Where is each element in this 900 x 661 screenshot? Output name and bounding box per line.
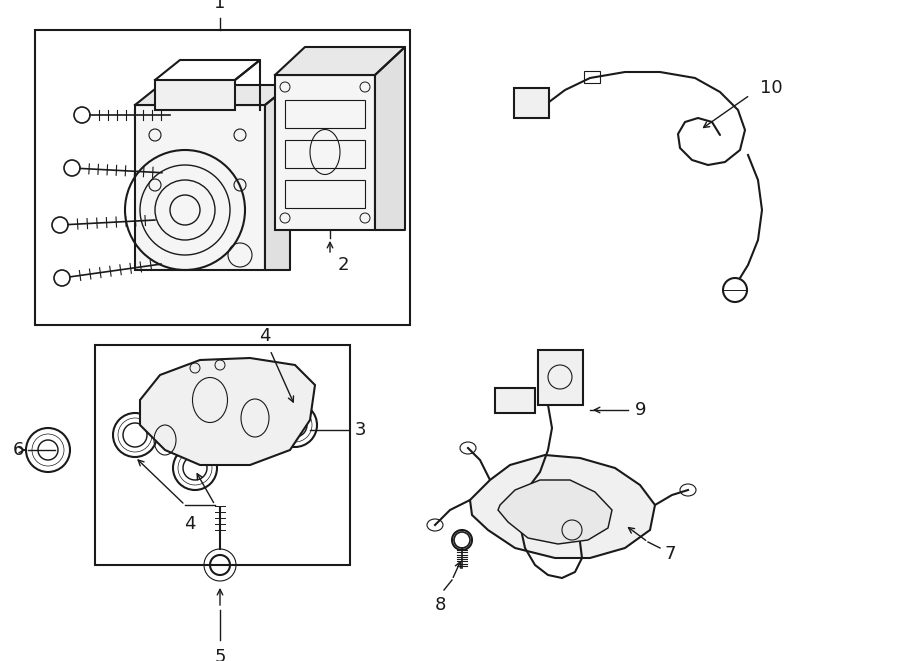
Bar [135, 105, 265, 270]
Polygon shape [265, 85, 290, 270]
Polygon shape [135, 85, 290, 105]
Text: 1: 1 [214, 0, 226, 12]
Text: 10: 10 [760, 79, 783, 97]
Polygon shape [375, 47, 405, 230]
Text: 6: 6 [13, 441, 23, 459]
Text: 8: 8 [435, 596, 446, 614]
Text: 4: 4 [184, 515, 196, 533]
Bar [514, 88, 549, 118]
Text: 7: 7 [665, 545, 677, 563]
Bar [285, 180, 365, 208]
Bar [584, 71, 600, 83]
Bar [538, 350, 583, 405]
Text: 2: 2 [338, 256, 349, 274]
Polygon shape [470, 455, 655, 558]
Bar [285, 100, 365, 128]
Bar [275, 75, 375, 230]
Bar [495, 388, 535, 413]
Bar [285, 140, 365, 168]
Bar [35, 30, 410, 325]
Bar [95, 345, 350, 565]
Polygon shape [275, 47, 405, 75]
Text: 5: 5 [214, 648, 226, 661]
Polygon shape [498, 480, 612, 544]
Polygon shape [140, 358, 315, 465]
Text: 4: 4 [259, 327, 271, 345]
Text: 9: 9 [635, 401, 646, 419]
Bar [155, 80, 235, 110]
Text: 3: 3 [355, 421, 366, 439]
